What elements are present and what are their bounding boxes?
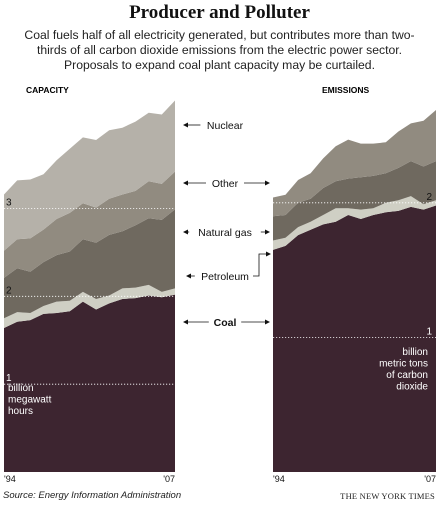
- legend-arrowhead-left-natural-gas: [183, 229, 188, 235]
- capacity-area-petroleum: [4, 284, 175, 328]
- legend-label-coal: Coal: [214, 317, 237, 329]
- emissions-y-tick-label: 2: [426, 192, 432, 203]
- emissions-unit-label: billion metric tons of carbon dioxide: [379, 347, 428, 393]
- legend-arrowhead-right-other: [265, 180, 270, 186]
- legend-arrowhead-right-petroleum: [266, 251, 271, 257]
- capacity-y-tick-label: 3: [6, 198, 12, 209]
- source-note: Source: Energy Information Administratio…: [3, 490, 182, 501]
- legend-arrowhead-right-natural-gas: [265, 229, 270, 235]
- legend-label-other: Other: [212, 178, 239, 190]
- capacity-area-other: [4, 171, 175, 278]
- capacity-y-tick-label: 1: [6, 373, 12, 384]
- emissions-x-tick-label: '94: [273, 474, 285, 484]
- capacity-panel: 1 2 3 billion megawatt hours '94 '07: [4, 100, 175, 484]
- legend-arrowhead-left-coal: [183, 319, 188, 325]
- capacity-unit-label: billion megawatt hours: [8, 383, 52, 417]
- credit-line: THE NEW YORK TIMES: [340, 491, 435, 501]
- legend-label-petroleum: Petroleum: [201, 271, 249, 283]
- capacity-x-tick-label: '07: [163, 474, 175, 484]
- capacity-area-coal: [4, 294, 175, 472]
- legend-arrowhead-left-petroleum: [186, 273, 191, 279]
- emissions-area-petroleum: [273, 196, 436, 250]
- legend-arrow-right-petroleum: [253, 253, 266, 277]
- emissions-panel: 1 2 billion metric tons of carbon dioxide '94 '…: [273, 110, 436, 484]
- legend-arrowhead-right-coal: [265, 319, 270, 325]
- emissions-x-tick-label: '07: [424, 474, 436, 484]
- emissions-area-natural-gas: [273, 161, 436, 241]
- capacity-title: CAPACITY: [26, 85, 69, 95]
- chart-title: Producer and Polluter: [129, 2, 310, 23]
- emissions-area-coal: [273, 205, 436, 472]
- legend-arrowhead-left-other: [183, 180, 188, 186]
- chart-subtitle: Coal fuels half of all electricity gener…: [24, 28, 415, 72]
- legend-label-natural-gas: Natural gas: [198, 227, 252, 239]
- capacity-area-nuclear: [4, 100, 175, 251]
- emissions-y-tick-label: 1: [426, 326, 432, 337]
- capacity-x-tick-label: '94: [4, 474, 16, 484]
- legend: Nuclear Other Natural gas Petroleum Coal: [183, 120, 271, 329]
- emissions-title: EMISSIONS: [322, 85, 370, 95]
- capacity-y-tick-label: 2: [6, 285, 12, 296]
- emissions-area-other: [273, 110, 436, 217]
- capacity-area-natural-gas: [4, 209, 175, 319]
- legend-label-nuclear: Nuclear: [207, 120, 244, 132]
- legend-arrowhead-left-nuclear: [183, 122, 188, 128]
